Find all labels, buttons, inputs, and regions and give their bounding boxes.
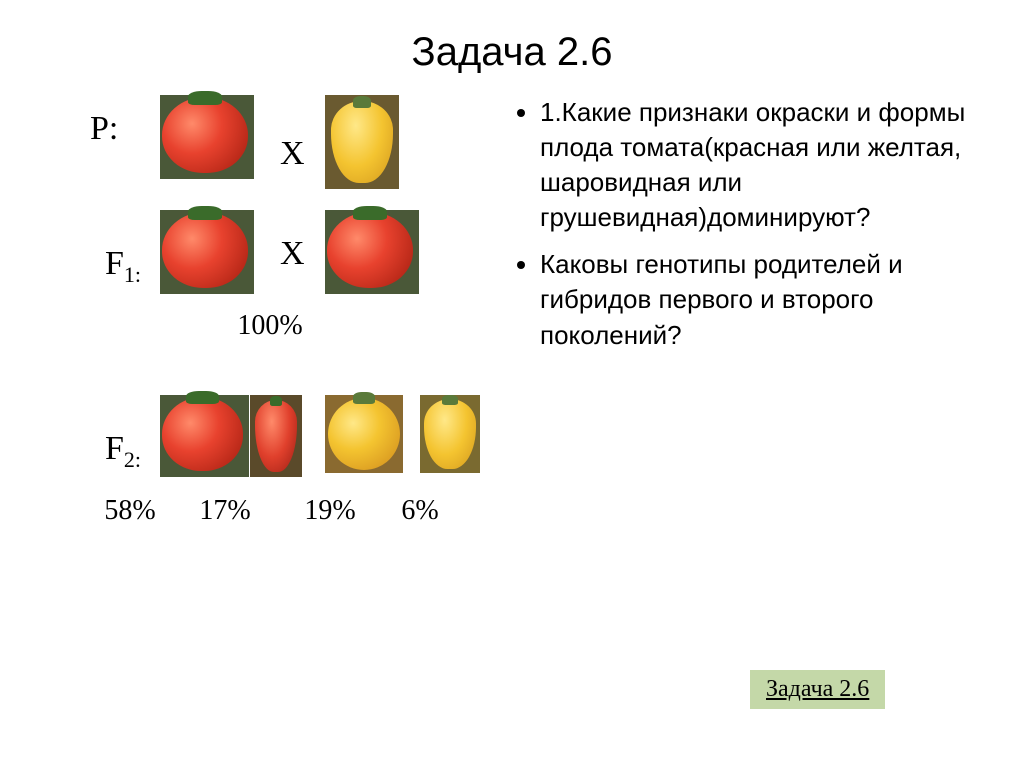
f2-offspring-4-wrap	[420, 395, 480, 473]
tomato-yellow-round-icon	[328, 398, 400, 470]
tomato-red-pear-icon	[255, 400, 297, 472]
f2-pct-3: 6%	[395, 495, 445, 527]
cross-symbol-p: X	[280, 135, 305, 173]
f2-pct-0: 58%	[100, 495, 160, 527]
f2-offspring-1-wrap	[160, 395, 249, 477]
questions-panel: 1.Какие признаки окраски и формы плода т…	[510, 95, 970, 365]
content-area: P: X F1: X 100% F2: 58%	[0, 95, 1024, 365]
tomato-red-round-icon	[162, 397, 243, 471]
p-parent-1-wrap	[160, 95, 254, 179]
f1-percent: 100%	[230, 310, 310, 342]
tomato-red-round-icon	[162, 97, 248, 173]
diagram-panel: P: X F1: X 100% F2: 58%	[50, 95, 510, 365]
cross-symbol-f1: X	[280, 235, 305, 273]
f1-offspring-2-wrap	[325, 210, 419, 294]
f2-offspring-2-wrap	[250, 395, 302, 477]
p-parent-2-wrap	[325, 95, 399, 189]
label-p: P:	[90, 110, 118, 148]
page-title: Задача 2.6	[0, 0, 1024, 95]
label-f2: F2:	[105, 430, 141, 473]
tomato-yellow-pear-icon	[424, 399, 476, 469]
task-link[interactable]: Задача 2.6	[750, 670, 885, 709]
label-f1: F1:	[105, 245, 141, 288]
question-1: 1.Какие признаки окраски и формы плода т…	[540, 95, 970, 235]
tomato-red-round-icon	[327, 212, 413, 288]
tomato-yellow-pear-icon	[331, 101, 393, 183]
f1-offspring-1-wrap	[160, 210, 254, 294]
f2-pct-2: 19%	[300, 495, 360, 527]
f2-offspring-3-wrap	[325, 395, 403, 473]
tomato-red-round-icon	[162, 212, 248, 288]
question-2: Каковы генотипы родителей и гибридов пер…	[540, 247, 970, 352]
f2-pct-1: 17%	[195, 495, 255, 527]
